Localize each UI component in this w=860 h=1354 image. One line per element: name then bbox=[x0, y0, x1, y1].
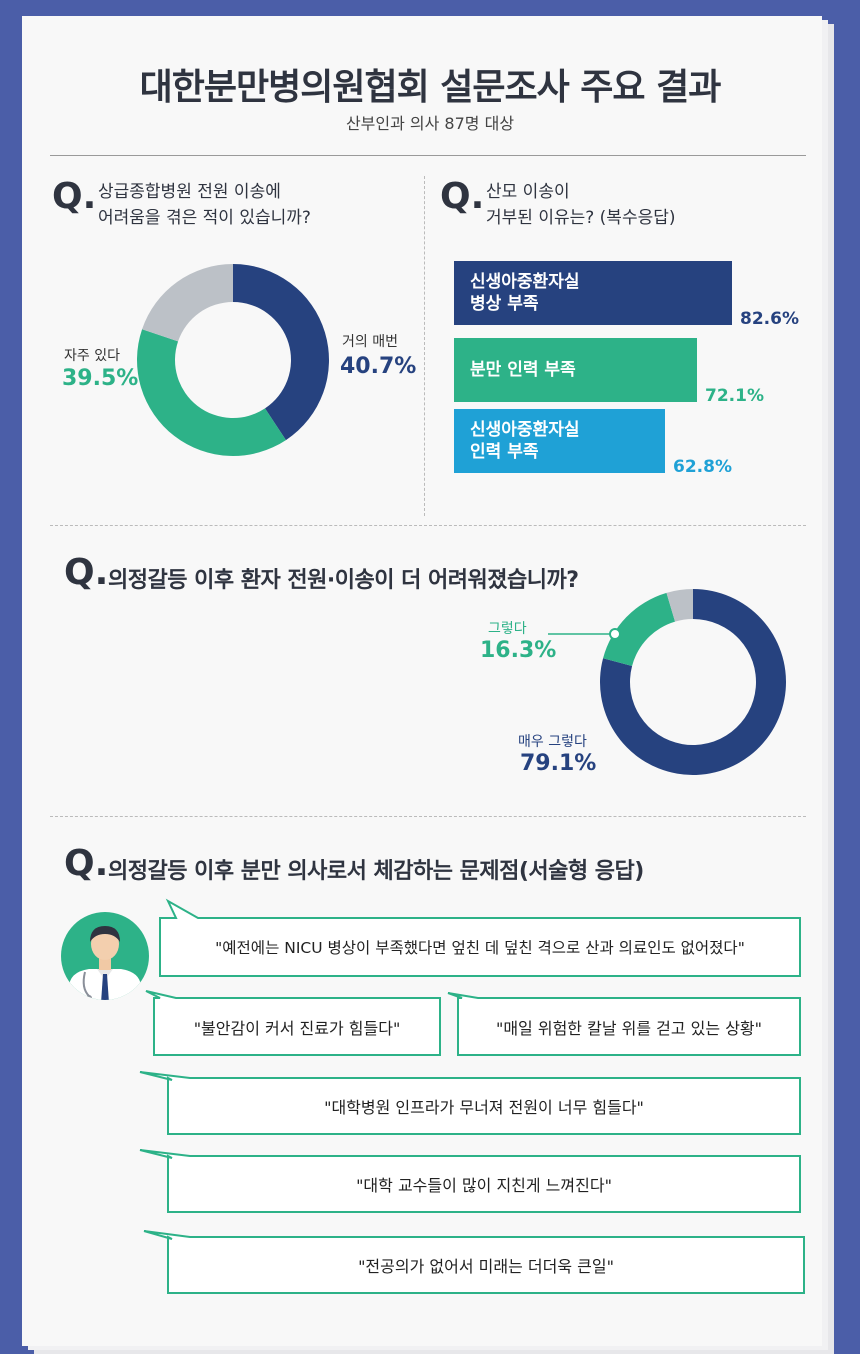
q1-mark: Q. bbox=[52, 176, 97, 217]
q2-bar-1-label-line-0: 분만 인력 부족 bbox=[470, 360, 576, 380]
q1-slice-2 bbox=[142, 264, 233, 342]
quote-bubble-1-outline bbox=[145, 990, 441, 1056]
q3-slice-0 bbox=[600, 589, 786, 775]
q3-callout-line bbox=[548, 628, 621, 640]
q1-question: 상급종합병원 전원 이송에 어려움을 겪은 적이 있습니까? bbox=[98, 179, 311, 231]
q3-donut-chart bbox=[600, 589, 786, 775]
q2-question-line1: 산모 이송이 bbox=[486, 182, 570, 202]
quote-bubble-4: "대학 교수들이 많이 지친게 느껴진다" bbox=[356, 1176, 612, 1195]
q1-slice-label-0: 거의 매번 bbox=[342, 334, 398, 350]
quote-bubble-5: "전공의가 없어서 미래는 더더욱 큰일" bbox=[358, 1257, 614, 1276]
quote-bubble-5-outline bbox=[143, 1230, 805, 1294]
page-title: 대한분만병의원협회 설문조사 주요 결과 bbox=[139, 67, 722, 108]
q3-slice-value-0: 79.1% bbox=[520, 751, 597, 776]
q3-slice-1 bbox=[603, 592, 676, 666]
quote-bubble-1: "불안감이 커서 진료가 힘들다" bbox=[193, 1018, 401, 1038]
quote-bubble-0: "예전에는 NICU 병상이 부족했다면 엎친 데 덮친 격으로 산과 의료인도… bbox=[215, 939, 745, 957]
q1-slice-label-1: 자주 있다 bbox=[64, 348, 120, 364]
quote-bubble-2-outline bbox=[447, 992, 801, 1056]
q2-bar-0: 신생아중환자실 병상 부족 bbox=[454, 261, 732, 325]
q2-bar-value-2: 62.8% bbox=[673, 457, 732, 477]
q4-question: 의정갈등 이후 분만 의사로서 체감하는 문제점(서술형 응답) bbox=[108, 859, 644, 884]
q1-slice-value-0: 40.7% bbox=[340, 354, 417, 379]
q2-mark: Q. bbox=[440, 176, 485, 217]
q3-slice-label-1: 그렇다 bbox=[488, 621, 527, 637]
q2-question: 산모 이송이 거부된 이유는? (복수응답) bbox=[486, 179, 676, 231]
q3-slice-2 bbox=[666, 589, 693, 622]
q2-bar-2-label-line-1: 인력 부족 bbox=[470, 442, 539, 462]
q2-bar-value-1: 72.1% bbox=[705, 386, 764, 406]
q1-question-line2: 어려움을 겪은 적이 있습니까? bbox=[98, 208, 311, 228]
q2-bar-0-label-line-1: 병상 부족 bbox=[470, 294, 539, 314]
q1-question-line1: 상급종합병원 전원 이송에 bbox=[98, 182, 281, 202]
quote-bubble-3: "대학병원 인프라가 무너져 전원이 너무 힘들다" bbox=[324, 1098, 644, 1117]
q4-mark: Q. bbox=[64, 843, 109, 884]
page-subtitle: 산부인과 의사 87명 대상 bbox=[345, 114, 515, 133]
q3-slice-value-1: 16.3% bbox=[480, 638, 557, 663]
q3-slice-label-0: 매우 그렇다 bbox=[518, 734, 587, 750]
q1-slice-1 bbox=[136, 329, 286, 456]
quote-bubble-2: "매일 위험한 칼날 위를 걷고 있는 상황" bbox=[495, 1018, 763, 1038]
q2-bar-value-0: 82.6% bbox=[740, 309, 799, 329]
q2-bar-2-label-line-0: 신생아중환자실 bbox=[470, 420, 580, 440]
doctor-avatar-icon bbox=[61, 912, 149, 1000]
title-divider bbox=[50, 155, 806, 156]
q2-bar-0-label-line-0: 신생아중환자실 bbox=[470, 272, 580, 292]
q2-bar-1: 분만 인력 부족 bbox=[454, 338, 697, 402]
quote-bubble-3-outline bbox=[139, 1071, 801, 1135]
q2-bar-2: 신생아중환자실 인력 부족 bbox=[454, 409, 665, 473]
q2-question-line2: 거부된 이유는? (복수응답) bbox=[486, 208, 676, 228]
column-divider bbox=[424, 176, 425, 516]
q1-donut-chart bbox=[136, 264, 330, 456]
q1-slice-0 bbox=[233, 264, 330, 441]
section-divider-2 bbox=[50, 816, 806, 817]
section-divider-1 bbox=[50, 525, 806, 526]
q3-mark: Q. bbox=[64, 552, 109, 593]
q3-question: 의정갈등 이후 환자 전원·이송이 더 어려워졌습니까? bbox=[108, 568, 579, 593]
q1-slice-value-1: 39.5% bbox=[62, 366, 139, 391]
quote-bubble-0-outline bbox=[159, 898, 801, 977]
quote-bubble-4-outline bbox=[139, 1149, 801, 1213]
